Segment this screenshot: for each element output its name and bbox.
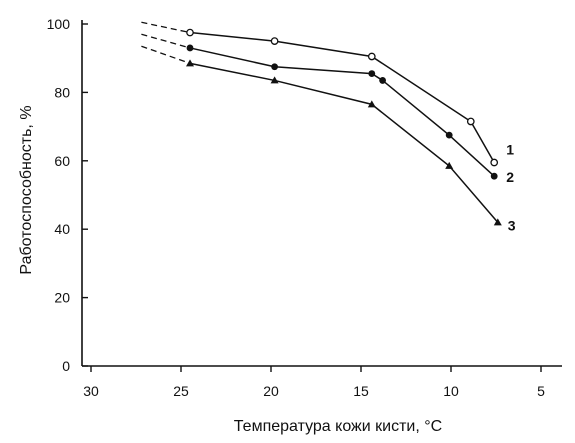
data-point xyxy=(270,37,279,45)
series-2-extrapolation xyxy=(141,33,191,49)
series-1-extrapolation xyxy=(141,21,191,34)
y-tick-label: 0 xyxy=(62,358,70,374)
data-point xyxy=(367,52,376,61)
ticks: 0 20 40 60 80 100 30 25 20 15 10 5 xyxy=(47,16,545,399)
data-point xyxy=(270,76,279,84)
x-axis-title: Температура кожи кисти, °С xyxy=(234,418,442,435)
data-point xyxy=(186,59,194,67)
series-3-line xyxy=(189,62,499,223)
data-point xyxy=(271,63,278,71)
data-point xyxy=(367,100,376,108)
series-labels: 1 2 3 xyxy=(506,142,516,234)
y-tick-label: 100 xyxy=(47,16,71,32)
data-point xyxy=(186,28,194,37)
data-point xyxy=(466,117,475,126)
x-tick-label: 10 xyxy=(443,383,459,399)
y-tick-label: 80 xyxy=(54,84,70,100)
data-point xyxy=(379,77,386,84)
y-tick-label: 20 xyxy=(54,290,70,306)
data-point xyxy=(445,161,454,169)
axes xyxy=(81,20,562,367)
x-tick-label: 5 xyxy=(537,383,545,399)
x-tick-label: 30 xyxy=(83,383,99,399)
data-point xyxy=(186,44,194,52)
data-point xyxy=(490,158,499,167)
series-label: 3 xyxy=(508,217,516,233)
data-point xyxy=(490,172,498,180)
series-2-line xyxy=(189,47,495,177)
series-lines xyxy=(141,21,502,226)
y-axis-title: Работоспособность, % xyxy=(18,105,35,274)
x-tick-label: 20 xyxy=(263,383,279,399)
series-3-extrapolation xyxy=(141,45,191,64)
data-point xyxy=(445,131,453,139)
x-tick-label: 25 xyxy=(173,383,189,399)
series-1 xyxy=(141,21,499,167)
series-label: 1 xyxy=(506,142,514,158)
y-tick-label: 40 xyxy=(54,221,70,237)
data-point xyxy=(368,70,376,77)
data-point xyxy=(493,218,502,226)
y-tick-label: 60 xyxy=(54,153,70,169)
series-2 xyxy=(141,33,498,180)
series-label: 2 xyxy=(506,169,514,185)
series-3 xyxy=(141,45,502,226)
x-tick-label: 15 xyxy=(353,383,369,399)
